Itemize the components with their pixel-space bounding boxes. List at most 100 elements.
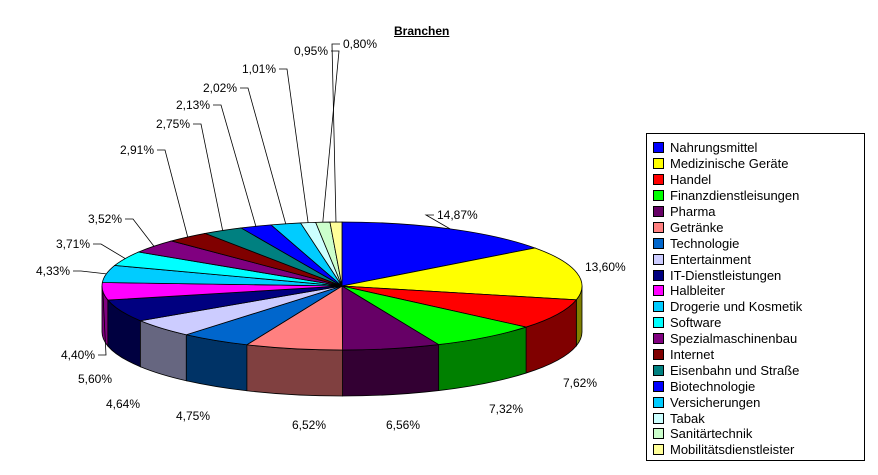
leader-line-12 — [93, 243, 126, 259]
legend-label: IT-Dienstleistungen — [670, 267, 782, 283]
legend-swatch — [653, 364, 664, 376]
leader-line-18 — [279, 68, 309, 223]
legend-label: Internet — [670, 347, 715, 363]
legend-item-11: Drogerie und Kosmetik — [653, 299, 864, 315]
data-label-13: 3,52% — [88, 212, 122, 226]
legend-label: Finanzdienstleisungen — [670, 188, 800, 204]
data-label-19: 0,95% — [294, 44, 328, 58]
data-label-11: 4,33% — [36, 264, 70, 278]
legend-item-19: Sanitärtechnik — [653, 426, 864, 442]
data-label-9: 5,60% — [78, 372, 112, 386]
legend-swatch — [653, 206, 664, 217]
legend-item-2: Medizinische Geräte — [653, 156, 864, 172]
pie-slice-3 — [341, 285, 578, 328]
leader-line-10 — [98, 291, 107, 356]
data-label-16: 2,13% — [176, 98, 210, 112]
leader-line-19 — [322, 50, 340, 223]
legend-swatch — [653, 190, 664, 202]
data-label-10: 4,40% — [61, 348, 95, 362]
legend-swatch — [653, 444, 664, 456]
legend-label: Halbleiter — [670, 283, 725, 299]
legend-item-4: Finanzdienstleisungen — [653, 188, 864, 204]
legend-label: Eisenbahn und Straße — [670, 362, 800, 378]
data-label-1: 14,87% — [437, 208, 478, 222]
legend-swatch — [653, 221, 664, 233]
legend-item-15: Eisenbahn und Straße — [653, 362, 864, 378]
legend-item-6: Getränke — [653, 219, 864, 235]
legend-item-7: Technologie — [653, 235, 864, 251]
legend-label: Mobilitätsdienstleister — [670, 442, 795, 458]
data-label-5: 6,56% — [386, 418, 420, 432]
legend-swatch — [653, 349, 664, 361]
legend-item-5: Pharma — [653, 204, 864, 220]
data-label-4: 7,32% — [489, 402, 523, 416]
data-label-7: 4,75% — [176, 409, 210, 423]
legend-label: Spezialmaschinenbau — [670, 331, 798, 347]
legend-label: Getränke — [670, 219, 724, 235]
legend-label: Software — [670, 315, 722, 331]
data-label-17: 2,02% — [203, 81, 237, 95]
legend-swatch — [653, 269, 664, 281]
legend-item-10: Halbleiter — [653, 283, 864, 299]
legend-item-13: Spezialmaschinenbau — [653, 331, 864, 347]
leader-line-1 — [424, 214, 451, 230]
legend-label: Pharma — [670, 204, 716, 219]
legend-item-14: Internet — [653, 347, 864, 363]
legend-swatch — [653, 301, 664, 313]
legend-item-18: Tabak — [653, 410, 864, 426]
legend-swatch — [653, 428, 664, 440]
leader-line-16 — [213, 104, 257, 227]
legend-swatch — [653, 174, 664, 186]
legend-item-16: Biotechnologie — [653, 378, 864, 394]
legend-swatch — [653, 317, 664, 329]
data-label-2: 13,60% — [585, 260, 626, 274]
chart-title: Branchen — [394, 24, 450, 38]
data-label-8: 4,64% — [106, 397, 140, 411]
legend-swatch — [653, 285, 664, 297]
legend-swatch — [653, 380, 664, 392]
pie-slice-4 — [341, 285, 528, 345]
data-label-6: 6,52% — [292, 418, 326, 432]
data-label-18: 1,01% — [242, 62, 276, 76]
legend-item-8: Entertainment — [653, 251, 864, 267]
legend-label: Nahrungsmittel — [670, 140, 758, 156]
legend-item-12: Software — [653, 315, 864, 331]
legend-swatch — [653, 253, 664, 265]
legend-swatch — [653, 333, 664, 345]
legend-swatch — [653, 142, 664, 154]
legend-label: Technologie — [670, 235, 740, 251]
leader-line-13 — [125, 218, 155, 247]
legend-item-20: Mobilitätsdienstleister — [653, 442, 864, 458]
legend-item-3: Handel — [653, 172, 864, 188]
legend-label: Medizinische Geräte — [670, 156, 789, 172]
legend-label: Versicherungen — [670, 394, 761, 410]
legend-swatch — [653, 396, 664, 408]
pie-slice-side-6 — [246, 344, 343, 397]
legend-swatch — [653, 412, 664, 424]
leader-line-14 — [157, 149, 189, 238]
legend-item-9: IT-Dienstleistungen — [653, 267, 864, 283]
chart-legend: Nahrungsmittel Medizinische Geräte Handel F… — [646, 133, 865, 461]
data-label-15: 2,75% — [156, 117, 190, 131]
legend-label: Handel — [670, 172, 712, 188]
legend-swatch — [653, 158, 664, 170]
data-label-3: 7,62% — [563, 376, 597, 390]
leader-line-15 — [193, 123, 224, 231]
legend-label: Tabak — [670, 410, 705, 426]
legend-item-1: Nahrungsmittel — [653, 140, 864, 156]
data-label-12: 3,71% — [56, 237, 90, 251]
legend-swatch — [653, 237, 664, 249]
data-label-20: 0,80% — [343, 37, 377, 51]
legend-label: Sanitärtechnik — [670, 426, 753, 442]
legend-label: Biotechnologie — [670, 378, 756, 394]
pie-slice-side-5 — [342, 344, 440, 397]
legend-label: Entertainment — [670, 251, 751, 267]
leader-line-17 — [240, 87, 287, 224]
pie-slice-2 — [341, 247, 583, 301]
legend-item-17: Versicherungen — [653, 394, 864, 410]
pie-slice-20 — [329, 221, 343, 287]
legend-label: Drogerie und Kosmetik — [670, 299, 803, 315]
data-label-14: 2,91% — [120, 143, 154, 157]
leader-line-20 — [331, 43, 340, 223]
